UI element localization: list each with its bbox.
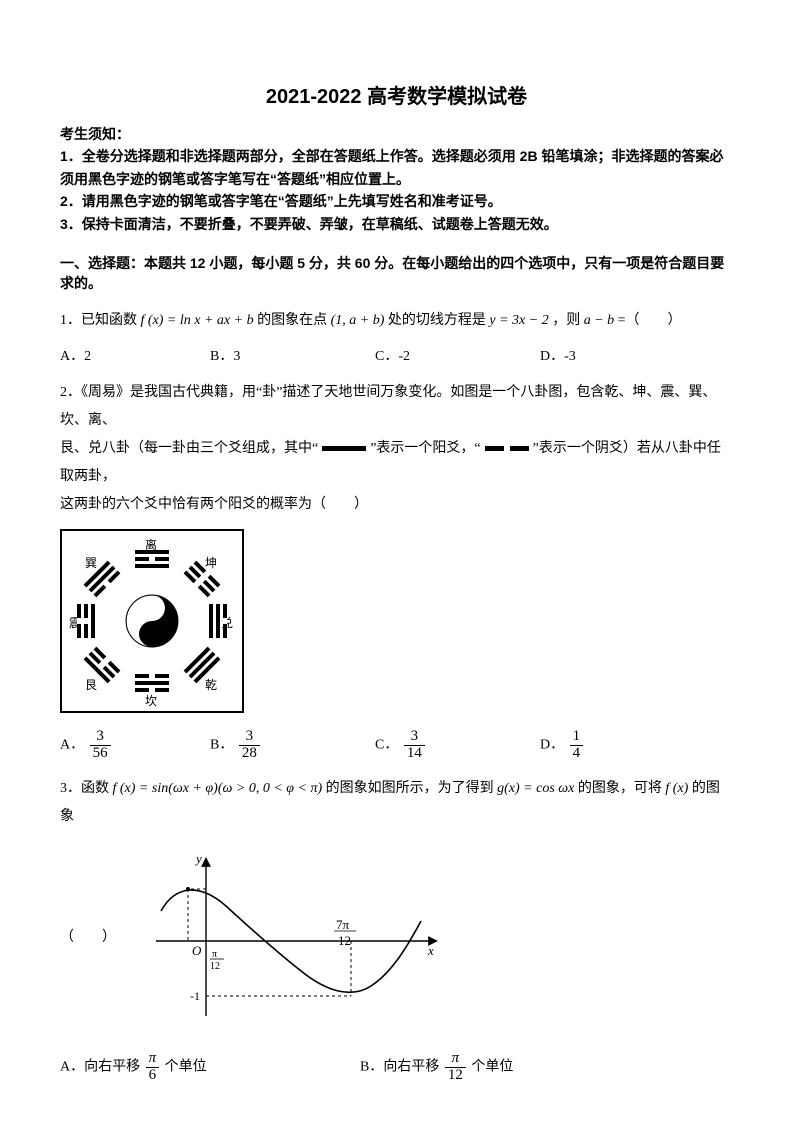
instructions-line-3: 3．保持卡面清洁，不要折叠，不要弄破、弄皱，在草稿纸、试题卷上答题无效。 (60, 213, 733, 235)
q3-a-pre: A．向右平移 (60, 1060, 140, 1075)
q1-option-b[interactable]: B．3 (210, 345, 375, 365)
bagua-label-tl: 巽 (85, 554, 97, 571)
q3-option-a[interactable]: A．向右平移 π6 个单位 (60, 1051, 360, 1084)
instructions-line-1: 1．全卷分选择题和非选择题两部分，全部在答题纸上作答。选择题必须用 2B 铅笔填… (60, 145, 733, 190)
q3-paren: （ ） (60, 926, 116, 946)
q3-b-num: π (445, 1051, 466, 1067)
trigram-r (209, 604, 227, 638)
trigram-b (135, 674, 169, 692)
q3-a-den: 6 (146, 1067, 160, 1084)
q1-tail: =（ ） (614, 313, 681, 328)
q2-options: A． 356 B． 328 C． 314 D． 14 (60, 729, 733, 762)
yin-yang-icon (125, 594, 179, 648)
q2-d-den: 4 (570, 745, 584, 762)
q1-text-pre: 1．已知函数 (60, 313, 141, 328)
q2-d-label: D． (540, 737, 564, 752)
q3-pre: 3．函数 (60, 781, 113, 796)
q2-a-den: 56 (90, 745, 111, 762)
yin-line-icon (485, 446, 529, 451)
zero-tick-den: 12 (210, 961, 220, 972)
q2-a-num: 3 (90, 729, 111, 745)
q2-option-c[interactable]: C． 314 (375, 729, 540, 762)
trigram-l (77, 604, 95, 638)
q3-mid1: 的图象如图所示，为了得到 (322, 781, 497, 796)
q2-b-label: B． (210, 737, 233, 752)
question-1: 1．已知函数 f (x) = ln x + ax + b 的图象在点 (1, a… (60, 307, 733, 335)
q3-b-post: 个单位 (471, 1060, 513, 1075)
zero-tick-num: π (212, 949, 217, 960)
q2-option-b[interactable]: B． 328 (210, 729, 375, 762)
paper-title: 2021-2022 高考数学模拟试卷 (60, 80, 733, 109)
q1-text-mid2: 处的切线方程是 (384, 313, 489, 328)
q2-a-frac: 356 (90, 729, 111, 762)
q1-option-d[interactable]: D．-3 (540, 345, 690, 365)
question-3: 3．函数 f (x) = sin(ωx + φ)(ω > 0, 0 < φ < … (60, 775, 733, 831)
bagua-diagram: 离 坤 兑 乾 坎 艮 震 巽 (60, 529, 244, 713)
q3-b-frac: π12 (445, 1051, 466, 1084)
q2-b-den: 28 (239, 745, 260, 762)
bagua-label-tr: 坤 (205, 554, 217, 571)
q3-options: A．向右平移 π6 个单位 B．向右平移 π12 个单位 (60, 1051, 733, 1084)
q2-b-num: 3 (239, 729, 260, 745)
q2-d-num: 1 (570, 729, 584, 745)
q1-option-c[interactable]: C．-2 (375, 345, 540, 365)
y-axis-label: y (194, 851, 202, 866)
q2-c-frac: 314 (404, 729, 425, 762)
q2-c-label: C． (375, 737, 398, 752)
section-1-head: 一、选择题：本题共 12 小题，每小题 5 分，共 60 分。在每小题给出的四个… (60, 253, 733, 293)
q3-b-pre: B．向右平移 (360, 1060, 439, 1075)
x-tick-den: 12 (338, 933, 351, 948)
q1-expr: a − b (584, 313, 614, 328)
q2-option-d[interactable]: D． 14 (540, 729, 690, 762)
instructions-line-2: 2．请用黑色字迹的钢笔或答字笔在“答题纸”上先填写姓名和准考证号。 (60, 190, 733, 212)
q1-tangent: y = 3x − 2 (489, 313, 548, 328)
q3-a-post: 个单位 (165, 1060, 207, 1075)
sine-chart: y x O π 12 7π 12 -1 (146, 851, 446, 1021)
instructions-head: 考生须知： (60, 123, 733, 145)
bagua-label-br: 乾 (205, 676, 217, 693)
x-tick-num: 7π (336, 917, 350, 932)
instructions: 考生须知： 1．全卷分选择题和非选择题两部分，全部在答题纸上作答。选择题必须用 … (60, 123, 733, 235)
q3-func: f (x) = sin(ωx + φ)(ω > 0, 0 < φ < π) (113, 781, 323, 796)
q3-mid2: 的图象，可将 (574, 781, 665, 796)
q3-g: g(x) = cos ωx (497, 781, 574, 796)
q2-l2b: ”表示一个阳爻，“ (370, 441, 480, 456)
bagua-label-b: 坎 (145, 692, 157, 709)
q2-line3: 这两卦的六个爻中恰有两个阳爻的概率为（ ） (60, 491, 733, 519)
q1-text-mid3: ，则 (549, 313, 584, 328)
origin-label: O (192, 943, 202, 958)
q1-options: A．2 B．3 C．-2 D．-3 (60, 345, 733, 365)
yang-line-icon (322, 446, 366, 451)
question-2: 2．《周易》是我国古代典籍，用“卦”描述了天地世间万象变化。如图是一个八卦图，包… (60, 379, 733, 519)
q1-point: (1, a + b) (331, 313, 385, 328)
q1-option-a[interactable]: A．2 (60, 345, 210, 365)
q3-fx: f (x) (665, 781, 688, 796)
q2-c-den: 14 (404, 745, 425, 762)
q2-d-frac: 14 (570, 729, 584, 762)
x-axis-label: x (427, 943, 434, 958)
q3-option-b[interactable]: B．向右平移 π12 个单位 (360, 1051, 660, 1084)
q2-c-num: 3 (404, 729, 425, 745)
q2-b-frac: 328 (239, 729, 260, 762)
y-min-label: -1 (190, 989, 200, 1003)
page: 2021-2022 高考数学模拟试卷 考生须知： 1．全卷分选择题和非选择题两部… (0, 0, 793, 1124)
q2-line2: 艮、兑八卦（每一卦由三个爻组成，其中“”表示一个阳爻，“”表示一个阴爻）若从八卦… (60, 435, 733, 491)
q1-func: f (x) = ln x + ax + b (141, 313, 254, 328)
q3-b-den: 12 (445, 1067, 466, 1084)
q3-a-frac: π6 (146, 1051, 160, 1084)
trigram-top (135, 550, 169, 568)
q2-line1: 2．《周易》是我国古代典籍，用“卦”描述了天地世间万象变化。如图是一个八卦图，包… (60, 379, 733, 435)
q2-l2a: 艮、兑八卦（每一卦由三个爻组成，其中“ (60, 441, 318, 456)
q2-option-a[interactable]: A． 356 (60, 729, 210, 762)
q3-a-num: π (146, 1051, 160, 1067)
q2-a-label: A． (60, 737, 84, 752)
q1-text-mid1: 的图象在点 (254, 313, 331, 328)
bagua-inner: 离 坤 兑 乾 坎 艮 震 巽 (67, 536, 237, 706)
q3-figure-row: （ ） y x O π 12 7π 12 (60, 851, 733, 1021)
bagua-label-bl: 艮 (85, 676, 97, 693)
